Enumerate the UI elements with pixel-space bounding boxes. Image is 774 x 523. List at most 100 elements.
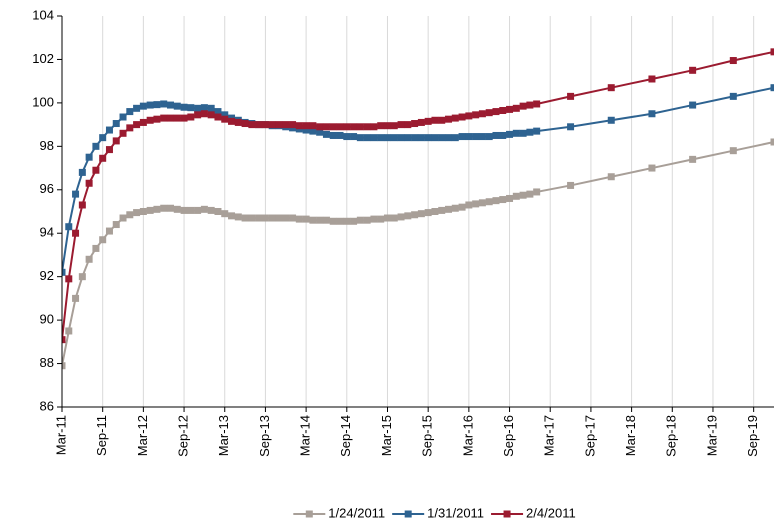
data-point (492, 131, 500, 139)
data-point (329, 123, 337, 131)
data-point (336, 123, 344, 131)
data-point (105, 227, 113, 235)
data-point (139, 102, 147, 110)
data-point (485, 133, 493, 141)
data-point (241, 214, 249, 222)
data-point (302, 126, 310, 134)
data-point (200, 110, 208, 118)
data-point (261, 121, 269, 129)
data-point (350, 133, 358, 141)
data-point (472, 133, 480, 141)
data-point (153, 205, 161, 213)
data-point (417, 210, 425, 218)
data-point (126, 108, 134, 116)
data-point (506, 130, 514, 138)
data-point (729, 147, 737, 155)
data-point (180, 103, 188, 111)
data-point (228, 117, 236, 125)
data-point (438, 116, 446, 124)
data-point (390, 134, 398, 142)
legend-label: 1/31/2011 (427, 505, 484, 520)
legend-marker (503, 510, 511, 518)
data-point (356, 134, 364, 142)
x-tick-label: Mar-19 (704, 415, 719, 456)
data-point (607, 116, 615, 124)
series-line (62, 50, 774, 340)
data-point (363, 134, 371, 142)
data-point (295, 215, 303, 223)
data-point (133, 121, 141, 129)
x-tick-label: Sep-14 (338, 415, 353, 457)
data-point (207, 104, 215, 112)
data-point (126, 211, 134, 219)
data-point (112, 120, 120, 128)
data-point (322, 130, 330, 138)
data-point (228, 212, 236, 220)
data-point (526, 128, 534, 136)
data-point (65, 275, 73, 283)
data-point (478, 133, 486, 141)
data-point (160, 114, 168, 122)
data-point (567, 123, 575, 131)
data-point (146, 101, 154, 109)
data-point (370, 215, 378, 223)
data-point (390, 122, 398, 130)
data-point (458, 203, 466, 211)
data-point (648, 75, 656, 83)
x-tick-label: Sep-18 (664, 415, 679, 457)
data-point (356, 216, 364, 224)
data-point (194, 104, 202, 112)
data-point (275, 121, 283, 129)
data-point (85, 179, 93, 187)
plot-area (62, 48, 774, 370)
data-point (472, 111, 480, 119)
grid (61, 16, 755, 407)
data-point (512, 104, 520, 112)
data-point (350, 217, 358, 225)
x-tick-label: Mar-14 (298, 415, 313, 456)
data-point (438, 134, 446, 142)
data-point (221, 210, 229, 218)
x-tick-label: Mar-17 (542, 415, 557, 456)
data-point (92, 166, 100, 174)
legend-marker (305, 510, 313, 518)
data-point (397, 213, 405, 221)
data-point (139, 208, 147, 215)
data-point (356, 123, 364, 131)
data-point (336, 131, 344, 139)
data-point (519, 191, 527, 199)
data-point (465, 201, 473, 209)
data-point (478, 199, 486, 207)
y-tick-label: 88 (40, 355, 54, 370)
data-point (72, 190, 80, 198)
data-point (567, 92, 575, 100)
data-point (255, 121, 263, 129)
data-point (105, 146, 113, 154)
data-point (363, 216, 371, 224)
data-point (411, 120, 419, 128)
data-point (234, 118, 242, 126)
data-point (99, 134, 107, 142)
data-point (445, 205, 453, 213)
data-point (62, 362, 66, 370)
data-point (411, 211, 419, 219)
x-tick-label: Sep-19 (745, 415, 760, 457)
data-point (200, 104, 208, 112)
data-point (62, 268, 66, 276)
data-point (85, 255, 93, 263)
data-point (533, 100, 541, 108)
data-point (99, 154, 107, 162)
data-point (533, 127, 541, 135)
data-point (499, 106, 507, 114)
x-tick-label: Mar-12 (135, 415, 150, 456)
data-point (383, 122, 391, 130)
data-point (451, 114, 459, 122)
data-point (607, 84, 615, 92)
data-point (268, 121, 276, 129)
data-point (221, 111, 229, 119)
data-point (689, 66, 697, 74)
data-point (458, 113, 466, 121)
data-point (214, 208, 222, 215)
data-point (160, 204, 168, 212)
data-point (187, 113, 195, 121)
